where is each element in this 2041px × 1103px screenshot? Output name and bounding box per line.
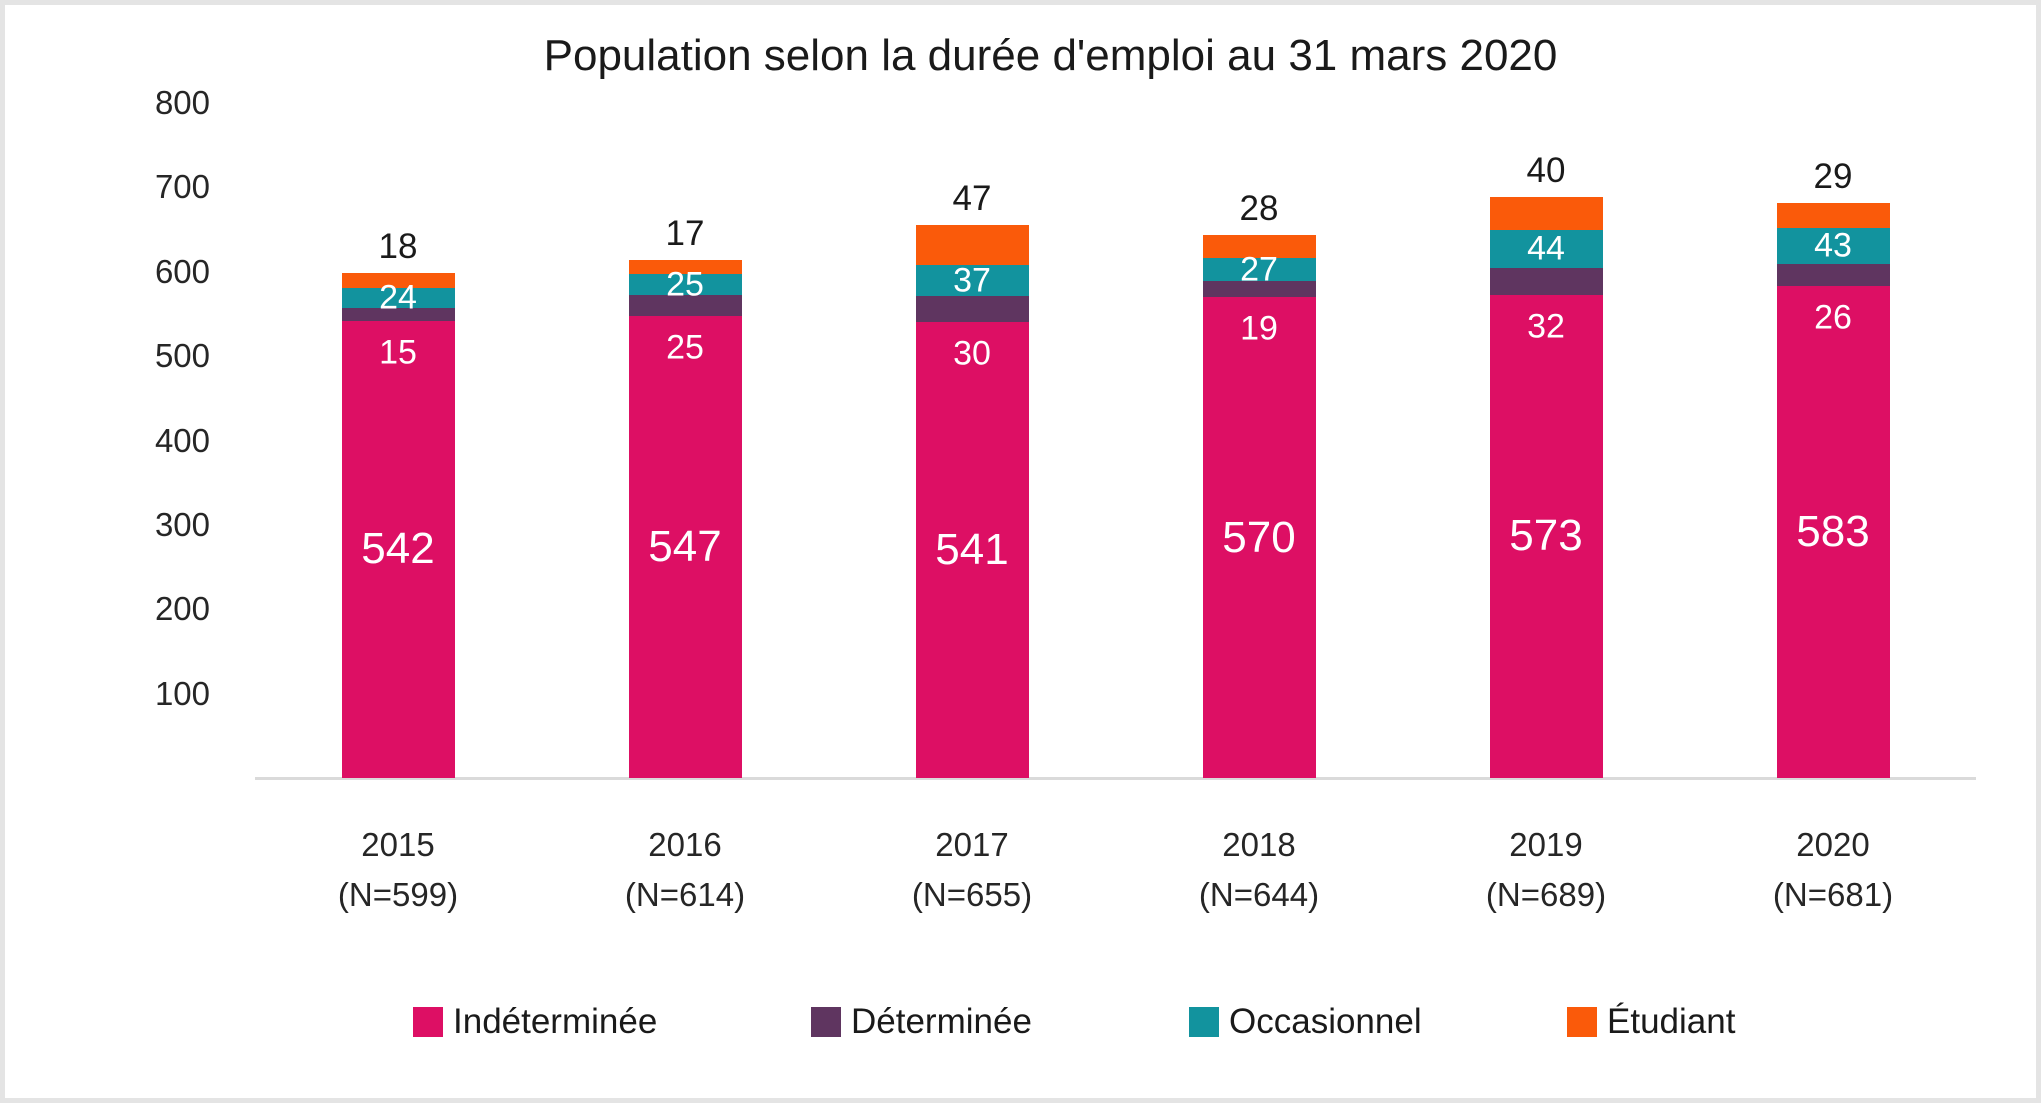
x-tick-n: (N=644) <box>1198 876 1320 913</box>
label-occasionnel: 27 <box>1240 250 1278 289</box>
bar-segment-indeterminee <box>1202 297 1316 778</box>
label-occasionnel: 37 <box>953 261 991 300</box>
x-tick-year: 2020 <box>1796 826 1870 863</box>
bar-segment-occasionnel <box>1202 258 1316 282</box>
legend-swatch-occasionnel <box>1189 1007 1219 1037</box>
chart-title: Population selon la durée d'emploi au 31… <box>543 31 1558 80</box>
y-tick-label: 200 <box>154 590 210 628</box>
legend-item-determinee: Déterminée <box>811 1002 1032 1041</box>
label-etudiant: 28 <box>1239 188 1279 228</box>
label-occasionnel: 44 <box>1527 229 1565 268</box>
bar-segment-indeterminee <box>628 316 742 778</box>
label-indeterminee: 573 <box>1509 511 1583 561</box>
bar-segment-occasionnel <box>1489 230 1603 268</box>
legend-item-indeterminee: Indéterminée <box>413 1002 658 1041</box>
x-tick-n: (N=689) <box>1485 876 1607 913</box>
label-indeterminee: 570 <box>1222 512 1296 562</box>
legend-swatch-indeterminee <box>413 1007 443 1037</box>
label-indeterminee: 583 <box>1796 507 1870 557</box>
label-etudiant: 17 <box>665 213 705 253</box>
legend-label: Déterminée <box>851 1002 1032 1041</box>
bar-segment-determinee <box>1489 267 1603 295</box>
label-indeterminee: 541 <box>935 524 1009 574</box>
legend-label: Occasionnel <box>1229 1002 1422 1041</box>
bar-segment-etudiant <box>1489 196 1603 231</box>
x-tick-year: 2019 <box>1509 826 1583 863</box>
bar-segment-indeterminee <box>1489 294 1603 778</box>
x-tick-year: 2018 <box>1222 826 1296 863</box>
bar-segment-determinee <box>1776 264 1890 287</box>
x-tick-year: 2017 <box>935 826 1009 863</box>
bar-segment-etudiant <box>1776 203 1890 228</box>
bar-segment-occasionnel <box>1776 227 1890 265</box>
bar-segment-determinee <box>341 308 455 321</box>
bar-segment-indeterminee <box>1776 286 1890 778</box>
bar-segment-determinee <box>1202 281 1316 298</box>
bar-segment-indeterminee <box>915 321 1029 778</box>
legend-swatch-etudiant <box>1567 1007 1597 1037</box>
y-tick-label: 800 <box>154 84 210 121</box>
label-etudiant: 40 <box>1526 150 1566 190</box>
bar-segment-determinee <box>628 295 742 317</box>
bar-segment-etudiant <box>628 259 742 275</box>
bar-segment-determinee <box>915 296 1029 322</box>
label-determinee: 30 <box>953 334 991 373</box>
label-determinee: 32 <box>1527 307 1565 346</box>
bar-segment-occasionnel <box>341 287 455 309</box>
y-tick-label: 600 <box>154 252 210 290</box>
y-tick-label: 100 <box>154 674 210 712</box>
legend-swatch-determinee <box>811 1007 841 1037</box>
label-etudiant: 18 <box>378 226 418 266</box>
y-tick-label: 700 <box>154 168 210 206</box>
legend-label: Indéterminée <box>453 1002 658 1041</box>
x-tick-n: (N=681) <box>1772 876 1894 913</box>
label-determinee: 19 <box>1240 309 1278 348</box>
label-determinee: 15 <box>379 333 417 372</box>
y-tick-label: 300 <box>154 505 210 543</box>
label-etudiant: 29 <box>1813 157 1853 197</box>
x-tick-n: (N=614) <box>624 876 746 913</box>
label-occasionnel: 25 <box>666 265 704 304</box>
label-determinee: 25 <box>666 328 704 367</box>
x-axis-line <box>255 777 1976 780</box>
bar-segment-etudiant <box>1202 234 1316 259</box>
bar-segment-etudiant <box>341 272 455 288</box>
y-tick-label: 500 <box>154 337 210 375</box>
x-tick-year: 2015 <box>361 826 435 863</box>
bar-segment-etudiant <box>915 225 1029 265</box>
label-indeterminee: 542 <box>361 524 435 574</box>
bar-segment-indeterminee <box>341 320 455 778</box>
bar-segment-occasionnel <box>628 274 742 296</box>
bar-segment-occasionnel <box>915 265 1029 297</box>
legend-label: Étudiant <box>1607 1002 1736 1041</box>
label-occasionnel: 24 <box>379 278 417 317</box>
label-etudiant: 47 <box>952 179 992 219</box>
label-occasionnel: 43 <box>1814 226 1852 265</box>
y-tick-label: 400 <box>154 421 210 459</box>
legend-item-occasionnel: Occasionnel <box>1189 1002 1422 1041</box>
x-tick-year: 2016 <box>648 826 722 863</box>
x-tick-n: (N=599) <box>337 876 459 913</box>
x-tick-n: (N=655) <box>911 876 1033 913</box>
label-indeterminee: 547 <box>648 522 722 572</box>
legend-item-etudiant: Étudiant <box>1567 1002 1736 1041</box>
label-determinee: 26 <box>1814 298 1852 337</box>
